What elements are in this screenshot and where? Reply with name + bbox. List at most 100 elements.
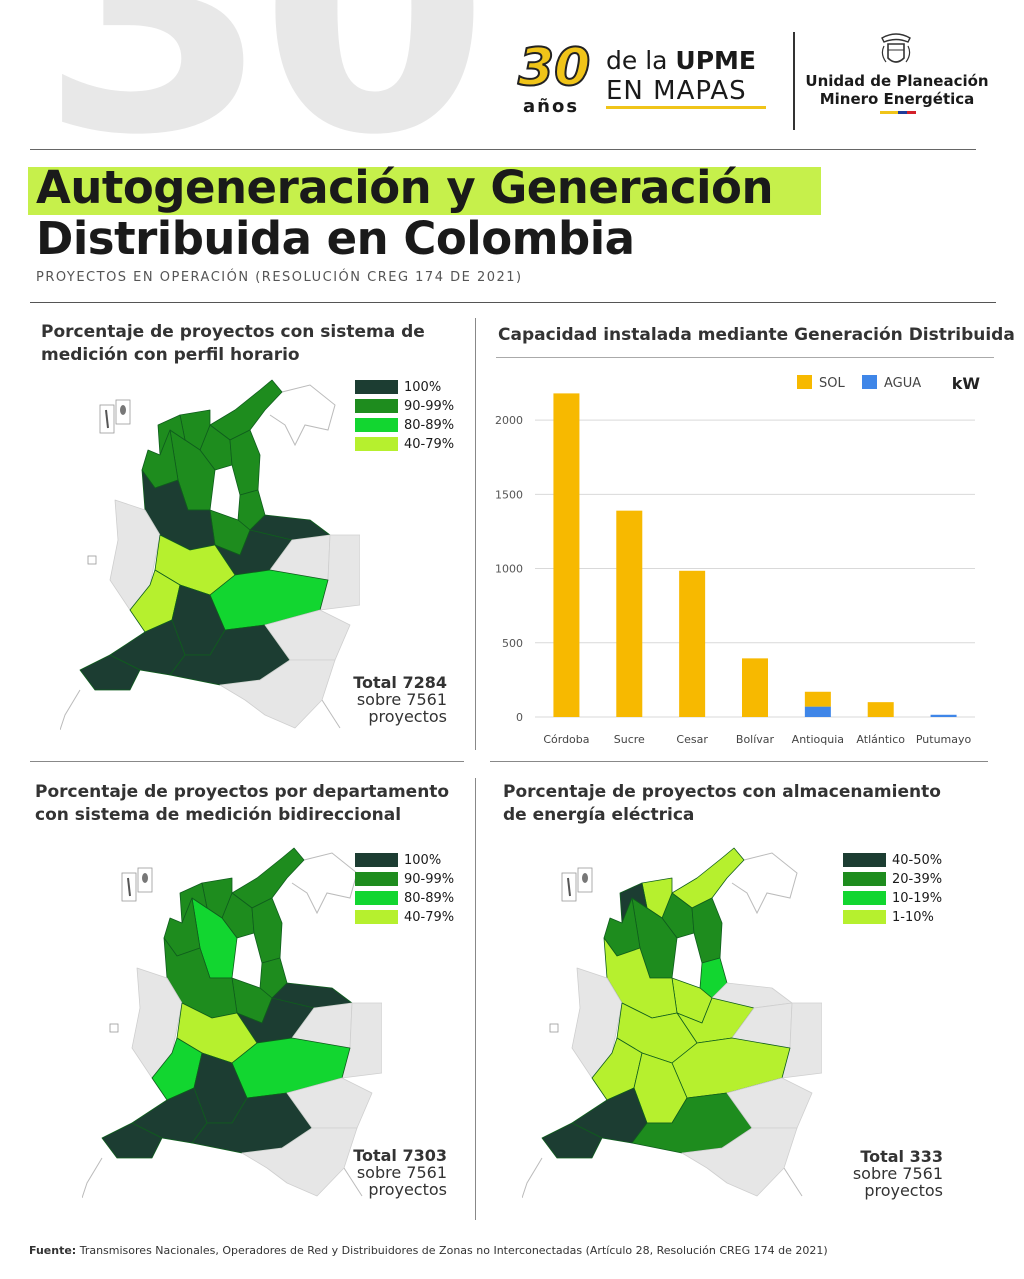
- legend-swatch: [355, 872, 398, 886]
- logo-underline: [606, 106, 766, 109]
- map1-title: Porcentaje de proyectos con sistema de m…: [41, 321, 425, 367]
- legend-label: 10-19%: [892, 890, 943, 906]
- legend-swatch: [355, 380, 398, 394]
- legend-label: 90-99%: [404, 871, 455, 887]
- map3-total-line3: proyectos: [864, 1181, 943, 1200]
- malpelo-island: [549, 1023, 559, 1033]
- x-tick-label: Bolívar: [736, 733, 775, 746]
- department-narino: [101, 1122, 163, 1159]
- map1-title-line1: Porcentaje de proyectos con sistema de: [41, 322, 425, 342]
- legend-swatch: [843, 891, 886, 905]
- logo-line2: EN MAPAS: [606, 76, 747, 106]
- department-amazonas: [219, 659, 336, 729]
- map3-legend-item: 1-10%: [843, 909, 934, 925]
- department-sucre: [157, 414, 186, 456]
- department-cesar: [691, 897, 723, 964]
- map1-total-line2: sobre 7561: [356, 690, 447, 709]
- map3-title-line2: de energía eléctrica: [503, 805, 695, 825]
- bar-sol-sucre: [616, 510, 643, 717]
- department-amazonas: [241, 1127, 358, 1197]
- department-narino: [541, 1122, 603, 1159]
- map2-legend-item: 40-79%: [355, 909, 454, 925]
- bar-sol-bolívar: [742, 658, 768, 717]
- san-andres-islands: [99, 399, 131, 434]
- neighbor-border: [731, 852, 798, 915]
- legend-swatch: [355, 853, 398, 867]
- title-rule: [30, 302, 996, 303]
- map2-legend-item: 100%: [355, 852, 441, 868]
- map2-legend-item: 80-89%: [355, 890, 454, 906]
- panel-divider-top: [475, 318, 476, 750]
- bar-agua-antioquia: [804, 706, 831, 717]
- bar-sol-atlántico: [867, 702, 894, 717]
- panel-divider-left-h: [30, 761, 464, 762]
- map2-legend: 100% 90-99% 80-89% 40-79%: [355, 852, 475, 932]
- legend-swatch: [355, 418, 398, 432]
- san-andres-islands: [121, 867, 153, 902]
- map2-total-label: Total 7303: [353, 1146, 447, 1165]
- org-name: Unidad de Planeación Minero Energética: [804, 72, 990, 108]
- legend-swatch: [355, 891, 398, 905]
- map3-legend-item: 10-19%: [843, 890, 942, 906]
- legend-swatch: [843, 853, 886, 867]
- department-guaviare: [286, 1077, 373, 1129]
- department-guajira: [209, 379, 283, 441]
- x-tick-label: Córdoba: [543, 733, 589, 746]
- legend-swatch: [843, 872, 886, 886]
- department-narino: [79, 654, 141, 691]
- legend-label: 100%: [404, 379, 442, 395]
- source-label: Fuente:: [29, 1244, 77, 1257]
- san-andres-islands: [561, 867, 593, 902]
- map3-legend-item: 20-39%: [843, 871, 942, 887]
- legend-swatch: [355, 437, 398, 451]
- y-tick-label: 1000: [495, 563, 523, 576]
- legend-swatch: [843, 910, 886, 924]
- map3-total-label: Total 333: [860, 1147, 943, 1166]
- legend-swatch: [355, 399, 398, 413]
- legend-label: 90-99%: [404, 398, 455, 414]
- map1-total-label: Total 7284: [353, 673, 447, 692]
- source-text: Transmisores Nacionales, Operadores de R…: [76, 1244, 828, 1257]
- department-amazonas: [681, 1127, 798, 1197]
- x-tick-label: Putumayo: [916, 733, 972, 746]
- y-tick-label: 2000: [495, 414, 523, 427]
- panel-divider-right-h: [490, 761, 988, 762]
- source-note: Fuente: Transmisores Nacionales, Operado…: [29, 1244, 828, 1257]
- map1-total-line3: proyectos: [368, 707, 447, 726]
- legend-label: 80-89%: [404, 417, 455, 433]
- legend-swatch: [355, 910, 398, 924]
- legend-label: 100%: [404, 852, 442, 868]
- map2-total: Total 7303 sobre 7561 proyectos: [330, 1147, 447, 1198]
- page-subtitle: PROYECTOS EN OPERACIÓN (RESOLUCIÓN CREG …: [36, 270, 523, 285]
- neighbor-border: [291, 852, 358, 915]
- y-tick-label: 0: [516, 711, 523, 724]
- panel-divider-bottom: [475, 778, 476, 1220]
- map3-title: Porcentaje de proyectos con almacenamien…: [503, 781, 941, 827]
- title-highlight: [28, 167, 821, 215]
- legend-label: 20-39%: [892, 871, 943, 887]
- legend-label-agua: AGUA: [884, 376, 921, 391]
- legend-label: 80-89%: [404, 890, 455, 906]
- capacity-bar-chart: 0 500 1000 1500 2000 Córdoba Sucre Cesar Bolívar…: [495, 374, 981, 746]
- department-sucre: [179, 882, 208, 924]
- bar-sol-cesar: [679, 570, 706, 717]
- neighbor-border: [269, 384, 336, 447]
- map1-legend-item: 40-79%: [355, 436, 454, 452]
- chart-title: Capacidad instalada mediante Generación …: [498, 325, 1015, 345]
- map3-total-line2: sobre 7561: [852, 1164, 943, 1183]
- chart-unit-label: kW: [952, 374, 981, 393]
- logo-upme-text: UPME: [675, 46, 757, 75]
- logo-line1-prefix: de la: [606, 46, 676, 75]
- map3-title-line1: Porcentaje de proyectos con almacenamien…: [503, 782, 941, 802]
- chart-title-rule: [496, 357, 994, 358]
- org-name-line1: Unidad de Planeación: [805, 72, 989, 90]
- map2-legend-item: 90-99%: [355, 871, 454, 887]
- x-tick-label: Sucre: [614, 733, 645, 746]
- department-guaviare: [726, 1077, 813, 1129]
- page-title-line1: Autogeneración y Generación: [36, 161, 773, 214]
- map2-total-line2: sobre 7561: [356, 1163, 447, 1182]
- department-guajira: [231, 847, 305, 909]
- logo-line1: de la UPME: [606, 46, 756, 75]
- y-tick-label: 1500: [495, 488, 523, 501]
- map2-title-line2: con sistema de medición bidireccional: [35, 805, 402, 825]
